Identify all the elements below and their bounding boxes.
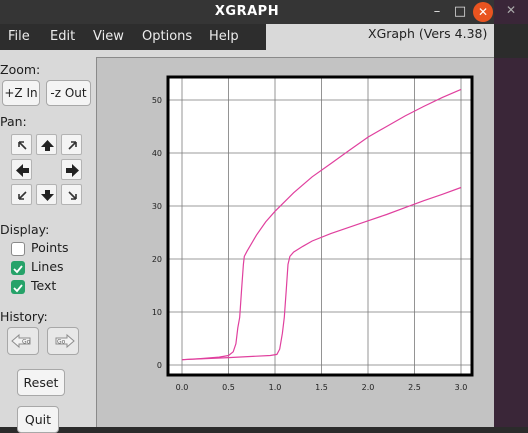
chart-svg: 0.0 0.5 1.0 1.5 2.0 2.5 3.0 0 10 20 30 40 50 [97, 58, 493, 426]
maximize-icon[interactable]: □ [450, 2, 470, 22]
x-tick-label: 2.5 [408, 383, 421, 392]
y-tick-label: 20 [152, 255, 162, 264]
x-tick-label: 1.0 [269, 383, 282, 392]
points-checkbox[interactable] [11, 242, 25, 256]
zoom-in-button[interactable]: +Z In [2, 80, 40, 106]
pan-down-left-icon[interactable] [11, 184, 32, 205]
version-label: XGraph (Vers 4.38) [368, 26, 487, 41]
menubar: File Edit View Options Help [0, 24, 266, 50]
check-icon [11, 262, 25, 276]
history-label: History: [0, 309, 48, 324]
x-tick-label: 0.0 [176, 383, 189, 392]
background-window: ✕ [494, 0, 528, 427]
background-close-icon[interactable]: ✕ [506, 3, 516, 17]
zoom-label: Zoom: [0, 62, 40, 77]
pan-up-left-icon[interactable] [11, 134, 32, 155]
go-back-icon[interactable]: Go [7, 327, 39, 355]
y-tick-label: 50 [152, 96, 162, 105]
pan-down-right-icon[interactable] [61, 184, 82, 205]
text-checkbox[interactable] [11, 280, 25, 294]
xgraph-window: File Edit View Options Help XGraph (Vers… [0, 24, 494, 427]
x-tick-label: 3.0 [455, 383, 468, 392]
menu-options[interactable]: Options [142, 29, 192, 44]
points-label: Points [31, 240, 69, 255]
svg-text:Go: Go [22, 339, 31, 346]
window-title: XGRAPH [0, 4, 494, 19]
x-tick-label: 2.0 [362, 383, 375, 392]
menu-file[interactable]: File [8, 29, 30, 44]
zoom-out-button[interactable]: -z Out [46, 80, 91, 106]
pan-right-icon[interactable] [61, 159, 82, 180]
pan-up-icon[interactable] [36, 134, 57, 155]
menu-help[interactable]: Help [209, 29, 239, 44]
y-tick-label: 10 [152, 308, 162, 317]
pan-down-icon[interactable] [36, 184, 57, 205]
menu-view[interactable]: View [93, 29, 124, 44]
close-icon[interactable]: ✕ [473, 2, 493, 22]
plot-background [168, 77, 472, 375]
text-label: Text [31, 278, 56, 293]
pan-label: Pan: [0, 114, 27, 129]
x-tick-label: 0.5 [222, 383, 235, 392]
lines-checkbox[interactable] [11, 261, 25, 275]
pan-left-icon[interactable] [11, 159, 32, 180]
menu-edit[interactable]: Edit [50, 29, 75, 44]
window-titlebar: XGRAPH – □ ✕ [0, 0, 494, 24]
lines-label: Lines [31, 259, 64, 274]
plot-area[interactable]: 0.0 0.5 1.0 1.5 2.0 2.5 3.0 0 10 20 30 40 50 [96, 57, 494, 427]
y-tick-label: 30 [152, 202, 162, 211]
pan-up-right-icon[interactable] [61, 134, 82, 155]
y-tick-label: 0 [157, 361, 162, 370]
y-tick-label: 40 [152, 149, 162, 158]
x-tick-label: 1.5 [315, 383, 328, 392]
check-icon [11, 281, 25, 295]
svg-text:Go: Go [57, 339, 66, 346]
quit-button[interactable]: Quit [17, 406, 59, 433]
display-label: Display: [0, 222, 49, 237]
reset-button[interactable]: Reset [17, 369, 65, 396]
background-band [494, 24, 528, 58]
go-forward-icon[interactable]: Go [47, 327, 79, 355]
minimize-icon[interactable]: – [427, 2, 447, 22]
